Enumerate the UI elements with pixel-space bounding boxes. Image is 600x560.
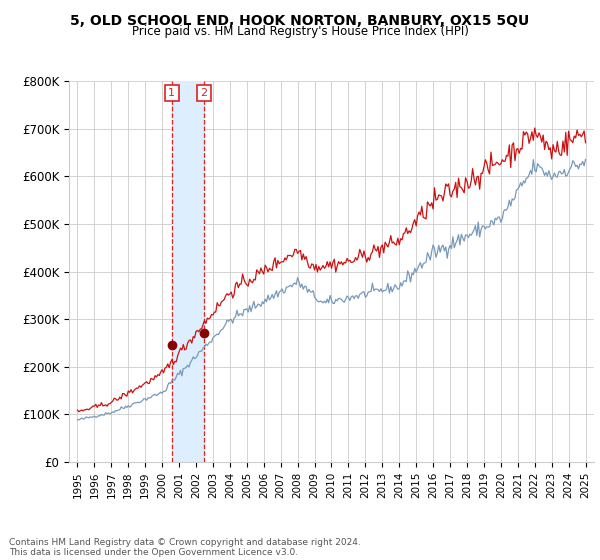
Text: 5, OLD SCHOOL END, HOOK NORTON, BANBURY, OX15 5QU: 5, OLD SCHOOL END, HOOK NORTON, BANBURY,… xyxy=(70,14,530,28)
Text: Price paid vs. HM Land Registry's House Price Index (HPI): Price paid vs. HM Land Registry's House … xyxy=(131,25,469,38)
Text: 2: 2 xyxy=(200,88,208,98)
Text: Contains HM Land Registry data © Crown copyright and database right 2024.
This d: Contains HM Land Registry data © Crown c… xyxy=(9,538,361,557)
Bar xyxy=(172,81,204,462)
Text: 1: 1 xyxy=(168,88,175,98)
